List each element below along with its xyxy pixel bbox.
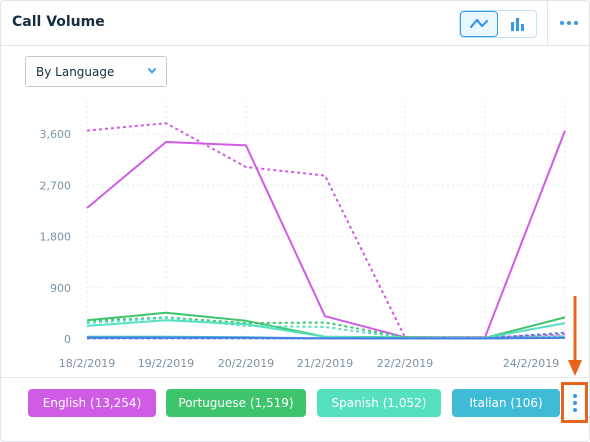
- bar-chart-icon: [511, 18, 524, 31]
- series-line-other-previous: [87, 331, 566, 340]
- chart-grid: [86, 101, 567, 340]
- series-line-spanish-previous: [86, 316, 566, 339]
- x-tick-label: 19/2/2019: [138, 357, 194, 370]
- more-options-button[interactable]: [557, 14, 581, 32]
- chart-type-toggle: [459, 10, 537, 38]
- dot: [572, 400, 577, 405]
- legend-item-portuguese[interactable]: Portuguese (1,519): [166, 389, 306, 417]
- y-tick-label: 1,800: [40, 231, 72, 244]
- y-tick-label: 0: [64, 333, 71, 346]
- dot: [560, 21, 564, 25]
- series-line-english-previous: [86, 122, 566, 339]
- card-title: Call Volume: [12, 14, 105, 30]
- dot: [574, 21, 578, 25]
- series-line-english: [86, 130, 566, 339]
- line-view-button[interactable]: [460, 11, 498, 37]
- series-line-other: [87, 336, 566, 340]
- x-tick-label: 21/2/2019: [297, 357, 353, 370]
- legend-item-italian[interactable]: Italian (106): [452, 389, 560, 417]
- dot: [572, 407, 577, 412]
- y-axis-ticks: 0 900 1,800 2,700 3,600: [40, 128, 72, 346]
- group-by-dropdown[interactable]: By Language: [25, 56, 167, 87]
- legend-item-spanish[interactable]: Spanish (1,052): [317, 389, 441, 417]
- dropdown-value: By Language: [36, 64, 115, 79]
- x-axis-ticks: 18/2/2019 19/2/2019 20/2/2019 21/2/2019 22/2…: [59, 357, 559, 370]
- bar-view-button[interactable]: [498, 11, 536, 37]
- dot: [567, 21, 571, 25]
- arrow-down-annotation: [568, 296, 582, 376]
- x-tick-label: 18/2/2019: [59, 357, 115, 370]
- x-tick-label: 24/2/2019: [503, 357, 559, 370]
- x-tick-label: 22/2/2019: [377, 357, 433, 370]
- line-chart-icon: [469, 18, 489, 29]
- y-tick-label: 3,600: [40, 128, 72, 141]
- chart-series: [86, 122, 566, 340]
- y-tick-label: 900: [50, 282, 71, 295]
- legend-more-button[interactable]: [561, 382, 588, 423]
- legend-divider: [1, 377, 589, 378]
- x-tick-label: 20/2/2019: [218, 357, 274, 370]
- card-header: Call Volume: [1, 1, 589, 46]
- chevron-down-icon: [148, 68, 156, 74]
- y-tick-label: 2,700: [40, 179, 72, 192]
- header-divider: [547, 1, 548, 45]
- dot: [572, 393, 577, 398]
- legend-item-english[interactable]: English (13,254): [28, 389, 156, 417]
- call-volume-chart: 0 900 1,800 2,700 3,600 18/2/2019 19/2/2019 20…: [40, 101, 567, 370]
